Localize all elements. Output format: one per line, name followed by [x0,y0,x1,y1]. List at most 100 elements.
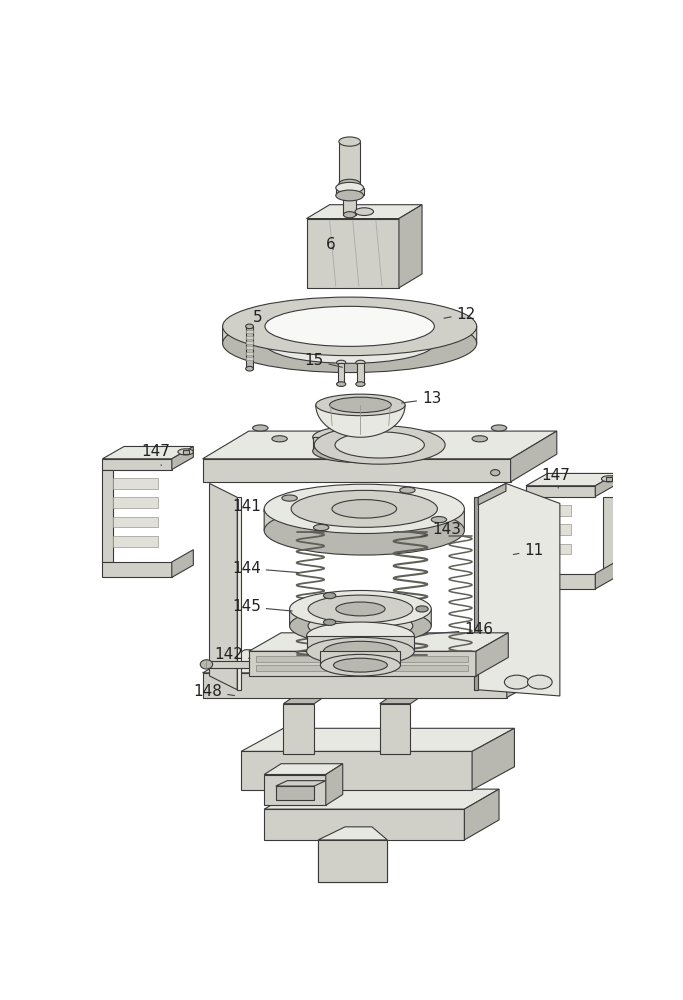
Bar [206,661,249,668]
Bar [313,437,408,451]
Ellipse shape [472,436,488,442]
Ellipse shape [336,602,385,616]
Polygon shape [476,633,508,676]
Ellipse shape [337,382,346,386]
Polygon shape [596,561,617,589]
Polygon shape [316,405,405,437]
Text: 147: 147 [542,468,570,488]
Polygon shape [475,497,478,690]
Text: 13: 13 [402,391,441,406]
Bar [102,562,172,577]
Ellipse shape [491,425,507,431]
Polygon shape [223,326,477,356]
Bar [113,478,158,489]
Ellipse shape [277,764,298,777]
Ellipse shape [400,487,415,493]
Ellipse shape [246,324,253,329]
Polygon shape [318,827,387,840]
Text: 144: 144 [232,561,298,576]
Polygon shape [478,483,560,696]
Bar [246,352,253,355]
Bar [276,786,314,800]
Ellipse shape [344,212,356,218]
Polygon shape [478,483,506,505]
Ellipse shape [602,476,617,482]
Bar [246,357,253,360]
Bar [113,517,158,527]
Ellipse shape [282,495,297,501]
Bar [257,665,469,671]
Ellipse shape [265,323,434,363]
Ellipse shape [355,208,374,215]
Bar [318,840,387,882]
Ellipse shape [264,506,464,555]
Ellipse shape [265,306,434,346]
Text: 6: 6 [326,237,335,252]
Polygon shape [172,446,193,470]
Bar [113,497,158,508]
Ellipse shape [324,619,336,625]
Polygon shape [249,633,508,651]
Ellipse shape [320,654,400,676]
Ellipse shape [324,641,398,661]
Bar [113,536,158,547]
Bar [246,346,253,349]
Ellipse shape [308,595,413,623]
Ellipse shape [307,637,415,665]
Polygon shape [380,685,437,704]
Polygon shape [507,650,549,698]
Polygon shape [264,789,499,809]
Ellipse shape [356,382,365,386]
Ellipse shape [272,436,288,442]
Text: 143: 143 [421,522,461,537]
Polygon shape [464,789,499,840]
Bar [526,505,570,516]
Ellipse shape [339,179,361,189]
Bar [526,524,570,535]
Bar [344,195,356,215]
Polygon shape [237,497,241,690]
Text: 11: 11 [514,543,544,558]
Ellipse shape [337,360,346,365]
Bar [338,363,344,384]
Polygon shape [399,205,422,288]
Polygon shape [203,650,549,673]
Bar [603,497,614,574]
Bar [526,486,596,497]
Ellipse shape [314,426,445,464]
Ellipse shape [291,490,437,527]
Text: 12: 12 [444,307,476,322]
Ellipse shape [416,606,428,612]
Ellipse shape [328,443,393,459]
Text: 145: 145 [232,599,292,614]
Bar [526,574,596,589]
Text: 147: 147 [141,444,170,465]
Bar [307,636,415,651]
Bar [102,459,172,470]
Polygon shape [307,219,399,288]
Polygon shape [283,685,342,704]
Ellipse shape [264,484,464,533]
Ellipse shape [223,314,477,373]
Ellipse shape [307,622,415,650]
Polygon shape [264,764,343,774]
Bar [264,809,464,840]
Polygon shape [314,667,437,685]
Polygon shape [276,781,326,786]
Bar [182,450,189,454]
Polygon shape [203,431,557,459]
Polygon shape [102,446,193,459]
Ellipse shape [356,360,365,365]
Ellipse shape [200,660,212,669]
Polygon shape [210,483,237,690]
Bar [283,704,314,754]
Ellipse shape [330,397,391,413]
Bar [241,751,472,790]
Ellipse shape [505,675,529,689]
Ellipse shape [339,137,361,146]
Bar [246,330,253,333]
Bar [203,459,511,482]
Polygon shape [241,728,514,751]
Bar [339,142,361,184]
Ellipse shape [290,590,431,627]
